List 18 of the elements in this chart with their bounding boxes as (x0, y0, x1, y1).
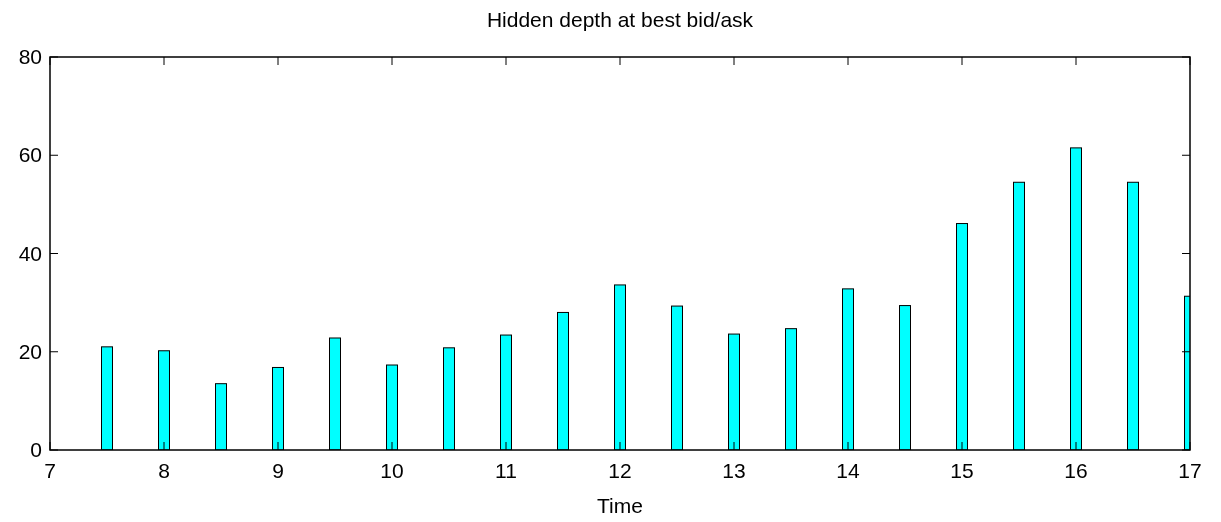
x-tick-label: 10 (380, 459, 404, 482)
x-tick-label: 9 (272, 459, 284, 482)
x-tick-label: 13 (722, 459, 746, 482)
x-axis-title: Time (597, 494, 643, 517)
x-tick-label: 16 (1064, 459, 1088, 482)
x-tick-label: 11 (495, 459, 517, 482)
y-tick-label: 40 (18, 241, 42, 265)
x-tick-label: 8 (158, 459, 170, 482)
x-tick-label: 12 (608, 459, 632, 482)
x-tick-label: 14 (836, 459, 860, 482)
x-tick-label: 15 (950, 459, 974, 482)
y-tick-label: 0 (30, 438, 42, 461)
chart-title: Hidden depth at best bid/ask (486, 8, 754, 31)
y-tick-label: 80 (18, 45, 42, 68)
x-tick-label: 17 (1178, 459, 1202, 482)
y-tick-label: 60 (18, 143, 42, 167)
x-tick-label: 7 (44, 459, 56, 482)
y-tick-label: 20 (18, 339, 42, 363)
